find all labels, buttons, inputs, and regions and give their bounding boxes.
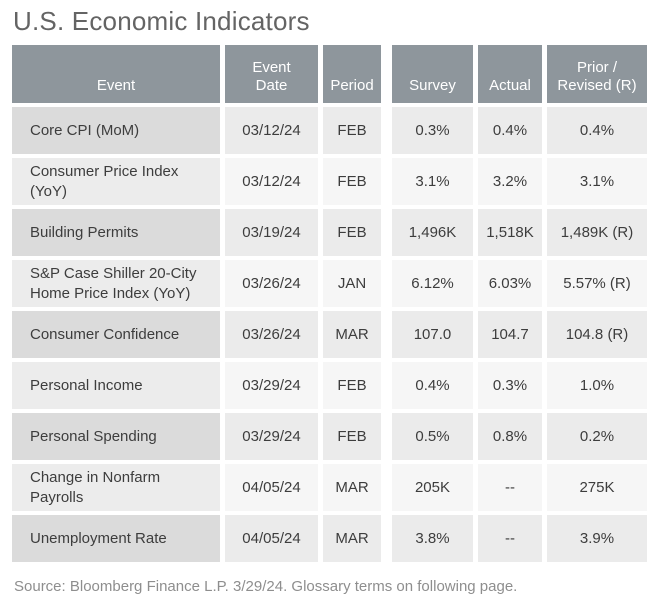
survey-cell: 107.0 bbox=[386, 311, 473, 358]
actual-cell: -- bbox=[478, 464, 542, 511]
table-row: Personal Spending 03/29/24 FEB 0.5% 0.8%… bbox=[12, 413, 647, 460]
header-cell-actual: Actual bbox=[478, 45, 542, 103]
table-body: Core CPI (MoM) 03/12/24 FEB 0.3% 0.4% 0.… bbox=[12, 107, 647, 562]
actual-cell: -- bbox=[478, 515, 542, 562]
prior-cell: 3.1% bbox=[547, 158, 647, 205]
period-cell: MAR bbox=[323, 311, 381, 358]
header-cell-event: Event bbox=[12, 45, 220, 103]
survey-cell: 6.12% bbox=[386, 260, 473, 307]
table-header: Event Event Date Period Survey Actual Pr… bbox=[12, 45, 647, 103]
event-cell: Personal Spending bbox=[12, 413, 220, 460]
actual-cell: 0.4% bbox=[478, 107, 542, 154]
source-note: Source: Bloomberg Finance L.P. 3/29/24. … bbox=[14, 578, 518, 595]
event-cell: Unemployment Rate bbox=[12, 515, 220, 562]
prior-cell: 1,489K (R) bbox=[547, 209, 647, 256]
table-row: Change in Nonfarm Payrolls 04/05/24 MAR … bbox=[12, 464, 647, 511]
date-cell: 03/26/24 bbox=[225, 260, 318, 307]
survey-cell: 205K bbox=[386, 464, 473, 511]
survey-cell: 0.4% bbox=[386, 362, 473, 409]
table-row: Core CPI (MoM) 03/12/24 FEB 0.3% 0.4% 0.… bbox=[12, 107, 647, 154]
economic-indicators-table: Event Event Date Period Survey Actual Pr… bbox=[7, 41, 652, 566]
event-cell: Change in Nonfarm Payrolls bbox=[12, 464, 220, 511]
period-cell: MAR bbox=[323, 515, 381, 562]
prior-cell: 104.8 (R) bbox=[547, 311, 647, 358]
date-cell: 03/29/24 bbox=[225, 362, 318, 409]
table-row: Consumer Price Index (YoY) 03/12/24 FEB … bbox=[12, 158, 647, 205]
event-cell: Personal Income bbox=[12, 362, 220, 409]
table-row: Unemployment Rate 04/05/24 MAR 3.8% -- 3… bbox=[12, 515, 647, 562]
actual-cell: 6.03% bbox=[478, 260, 542, 307]
period-cell: JAN bbox=[323, 260, 381, 307]
survey-cell: 1,496K bbox=[386, 209, 473, 256]
date-cell: 03/12/24 bbox=[225, 158, 318, 205]
table-row: Consumer Confidence 03/26/24 MAR 107.0 1… bbox=[12, 311, 647, 358]
table-row: Building Permits 03/19/24 FEB 1,496K 1,5… bbox=[12, 209, 647, 256]
page-title: U.S. Economic Indicators bbox=[13, 6, 310, 36]
date-cell: 03/12/24 bbox=[225, 107, 318, 154]
actual-cell: 0.3% bbox=[478, 362, 542, 409]
event-cell: Consumer Price Index (YoY) bbox=[12, 158, 220, 205]
prior-cell: 0.4% bbox=[547, 107, 647, 154]
header-cell-survey: Survey bbox=[386, 45, 473, 103]
period-cell: FEB bbox=[323, 413, 381, 460]
header-cell-prior-revised: Prior / Revised (R) bbox=[547, 45, 647, 103]
table-row: S&P Case Shiller 20-City Home Price Inde… bbox=[12, 260, 647, 307]
event-cell: S&P Case Shiller 20-City Home Price Inde… bbox=[12, 260, 220, 307]
actual-cell: 3.2% bbox=[478, 158, 542, 205]
period-cell: FEB bbox=[323, 107, 381, 154]
period-cell: FEB bbox=[323, 362, 381, 409]
event-cell: Core CPI (MoM) bbox=[12, 107, 220, 154]
event-cell: Building Permits bbox=[12, 209, 220, 256]
actual-cell: 0.8% bbox=[478, 413, 542, 460]
date-cell: 04/05/24 bbox=[225, 515, 318, 562]
prior-cell: 5.57% (R) bbox=[547, 260, 647, 307]
prior-cell: 3.9% bbox=[547, 515, 647, 562]
actual-cell: 104.7 bbox=[478, 311, 542, 358]
period-cell: FEB bbox=[323, 158, 381, 205]
survey-cell: 0.5% bbox=[386, 413, 473, 460]
prior-cell: 0.2% bbox=[547, 413, 647, 460]
header-row: Event Event Date Period Survey Actual Pr… bbox=[12, 45, 647, 103]
prior-cell: 1.0% bbox=[547, 362, 647, 409]
survey-cell: 3.1% bbox=[386, 158, 473, 205]
table-row: Personal Income 03/29/24 FEB 0.4% 0.3% 1… bbox=[12, 362, 647, 409]
date-cell: 03/19/24 bbox=[225, 209, 318, 256]
survey-cell: 3.8% bbox=[386, 515, 473, 562]
date-cell: 04/05/24 bbox=[225, 464, 318, 511]
date-cell: 03/29/24 bbox=[225, 413, 318, 460]
prior-cell: 275K bbox=[547, 464, 647, 511]
survey-cell: 0.3% bbox=[386, 107, 473, 154]
period-cell: MAR bbox=[323, 464, 381, 511]
header-cell-event-date: Event Date bbox=[225, 45, 318, 103]
header-cell-period: Period bbox=[323, 45, 381, 103]
date-cell: 03/26/24 bbox=[225, 311, 318, 358]
period-cell: FEB bbox=[323, 209, 381, 256]
actual-cell: 1,518K bbox=[478, 209, 542, 256]
event-cell: Consumer Confidence bbox=[12, 311, 220, 358]
